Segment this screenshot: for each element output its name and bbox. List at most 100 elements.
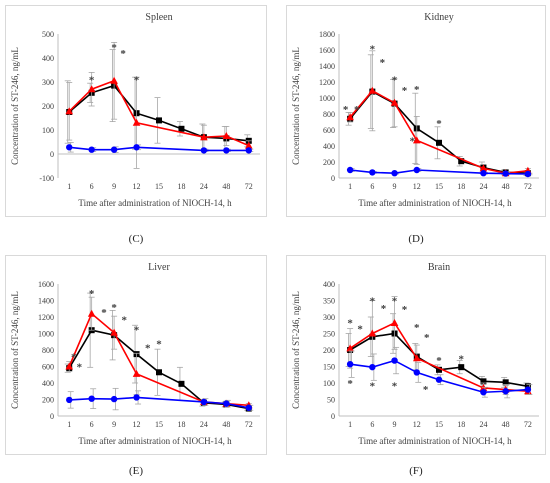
series-2 xyxy=(66,142,254,154)
data-point xyxy=(368,86,377,94)
data-point xyxy=(200,147,208,154)
data-point xyxy=(87,309,96,317)
series-1 xyxy=(65,42,253,169)
y-tick-label: 1800 xyxy=(319,30,335,39)
data-point xyxy=(391,357,398,364)
significance-star: * xyxy=(380,57,386,69)
y-tick-label: 1000 xyxy=(319,94,335,103)
data-point xyxy=(390,318,399,326)
data-point xyxy=(223,400,230,407)
x-tick-label: 18 xyxy=(457,420,465,429)
x-tick-label: 6 xyxy=(90,420,94,429)
x-tick-label: 1 xyxy=(67,420,71,429)
panel-spleen: Spleen -100 0 100 200 300 400 500 1 6 9 12 15 18 24 48 7… xyxy=(5,5,267,217)
chart-title: Kidney xyxy=(424,12,453,23)
data-point xyxy=(480,170,487,177)
panel-kidney: Kidney 0 200 400 600 800 1000 1200 1400 1600 1800 1… xyxy=(286,5,546,217)
data-point xyxy=(413,369,420,376)
data-point xyxy=(133,394,140,401)
significance-star: * xyxy=(134,324,140,336)
data-point xyxy=(458,364,465,371)
series-line xyxy=(68,84,249,142)
significance-star: * xyxy=(436,118,442,130)
data-point xyxy=(524,170,532,178)
data-point xyxy=(346,360,354,368)
data-point xyxy=(88,395,95,402)
significance-star: * xyxy=(410,135,416,147)
data-point xyxy=(156,369,162,376)
significance-star: * xyxy=(392,381,398,393)
y-tick-label: 800 xyxy=(323,110,335,119)
series-line xyxy=(69,396,249,409)
y-tick-label: 0 xyxy=(331,412,335,421)
y-tick-label: 400 xyxy=(323,142,335,151)
panel-caption-c: (C) xyxy=(128,233,144,245)
x-tick-label: 24 xyxy=(479,182,487,191)
data-point xyxy=(391,170,398,177)
data-point xyxy=(110,328,118,336)
x-tick-label: 9 xyxy=(393,182,397,191)
series-0 xyxy=(64,49,252,151)
data-point xyxy=(110,76,118,84)
data-point xyxy=(87,85,96,93)
x-tick-label: 12 xyxy=(133,420,141,429)
data-point xyxy=(133,144,140,151)
data-point xyxy=(369,363,376,371)
data-point xyxy=(132,369,141,377)
data-point xyxy=(412,354,421,362)
significance-star: * xyxy=(89,288,95,300)
x-tick-label: 6 xyxy=(370,182,374,191)
data-point xyxy=(479,164,488,172)
data-point xyxy=(88,146,95,153)
y-tick-label: 800 xyxy=(42,346,54,355)
data-point xyxy=(436,366,442,373)
data-point xyxy=(524,386,532,393)
significance-star: * xyxy=(145,343,151,355)
series-line xyxy=(68,312,249,407)
significance-star: * xyxy=(77,362,83,374)
y-tick-label: 600 xyxy=(323,126,335,135)
x-tick-label: 1 xyxy=(348,420,352,429)
significance-star: * xyxy=(120,48,126,60)
data-point xyxy=(435,376,443,383)
data-point xyxy=(369,169,376,176)
significance-star: * xyxy=(381,303,387,315)
panel-caption-f: (F) xyxy=(409,465,423,477)
significance-star: * xyxy=(458,353,464,365)
significance-star: * xyxy=(370,43,376,55)
x-tick-label: 15 xyxy=(155,182,163,191)
data-point xyxy=(502,170,509,177)
data-point xyxy=(524,383,531,390)
significance-star: * xyxy=(89,75,95,87)
significance-star: * xyxy=(370,296,376,308)
y-tick-label: 1400 xyxy=(38,297,54,306)
x-tick-label: 15 xyxy=(155,420,163,429)
data-point xyxy=(368,329,377,337)
y-tick-label: 600 xyxy=(42,363,54,372)
x-tick-label: 24 xyxy=(200,182,208,191)
y-tick-label: 0 xyxy=(331,174,335,183)
data-point xyxy=(132,118,141,126)
x-tick-label: 72 xyxy=(245,420,253,429)
significance-star: * xyxy=(121,314,127,326)
chart-title: Liver xyxy=(148,262,170,273)
significance-star: * xyxy=(424,332,430,344)
data-point xyxy=(244,141,253,149)
series-line xyxy=(350,359,528,394)
y-tick-label: 1200 xyxy=(38,313,54,322)
y-tick-label: 400 xyxy=(42,54,54,63)
panel-liver: Liver 0 200 400 600 800 1000 1200 1400 1600 1 6 9 12 1… xyxy=(5,255,267,455)
significance-star: * xyxy=(402,85,408,97)
x-tick-label: 6 xyxy=(370,420,374,429)
significance-star: * xyxy=(414,84,420,96)
significance-star: * xyxy=(436,355,442,367)
chart-title: Spleen xyxy=(145,12,172,23)
y-tick-label: 100 xyxy=(42,126,54,135)
series-0 xyxy=(345,54,531,177)
y-axis-label: Concentration of ST-246, ng/mL xyxy=(10,47,20,165)
data-point xyxy=(346,166,354,174)
significance-star: * xyxy=(347,378,353,390)
x-tick-label: 9 xyxy=(393,420,397,429)
series-1 xyxy=(346,50,532,177)
significance-star: * xyxy=(370,381,376,393)
